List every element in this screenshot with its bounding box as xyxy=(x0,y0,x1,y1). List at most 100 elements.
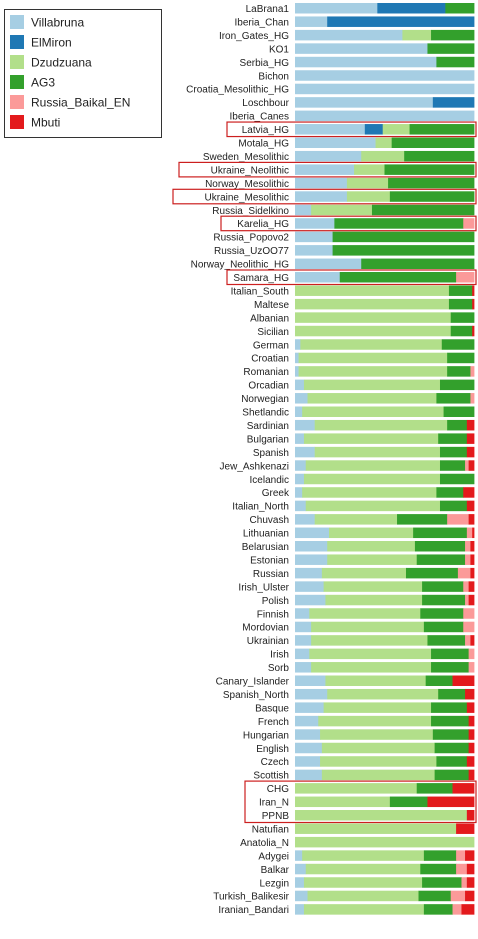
bar-segment-ag3 xyxy=(414,541,466,552)
bar-segment-ag3 xyxy=(416,554,466,565)
bar-segment-mbuti xyxy=(470,567,475,579)
bar-segment-russia-baikal-en xyxy=(456,863,468,875)
bar-segment-villabruna xyxy=(295,352,299,364)
bar-segment-dzudzuana xyxy=(361,150,405,162)
bar-segment-villabruna xyxy=(295,473,305,485)
bar-row-french: French xyxy=(258,715,475,728)
bar-row-hungarian: Hungarian xyxy=(243,729,475,741)
bar-segment-ag3 xyxy=(420,863,457,875)
bar-row-loschbour: Loschbour xyxy=(242,97,475,109)
row-label: Ukraine_Neolithic xyxy=(211,165,289,176)
row-label: Italian_North xyxy=(232,502,289,513)
bar-segment-ag3 xyxy=(332,245,475,256)
bar-segment-ag3 xyxy=(422,594,466,606)
bar-row-italian-south: Italian_South xyxy=(231,285,475,297)
legend-frame xyxy=(4,9,162,138)
bar-segment-ag3 xyxy=(439,473,475,485)
bar-segment-ag3 xyxy=(339,272,457,283)
bar-row-basque: Basque xyxy=(255,702,475,714)
row-label: Czech xyxy=(261,757,289,768)
row-label: Irish xyxy=(270,650,289,661)
bar-segment-villabruna xyxy=(295,258,362,270)
legend-swatch-ag3 xyxy=(10,75,24,89)
bar-segment-dzudzuana xyxy=(303,904,425,915)
bar-row-ukrainian: Ukrainian xyxy=(247,635,475,647)
bar-segment-mbuti xyxy=(452,675,475,686)
bar-segment-dzudzuana xyxy=(305,500,441,512)
bar-segment-russia-baikal-en xyxy=(463,581,470,592)
bar-segment-villabruna xyxy=(295,191,348,202)
bar-segment-ag3 xyxy=(422,877,462,888)
bar-segment-mbuti xyxy=(470,635,475,646)
bar-segment-dzudzuana xyxy=(323,581,423,592)
bar-segment-russia-baikal-en xyxy=(470,366,475,377)
legend-label-villabruna: Villabruna xyxy=(31,16,84,30)
bar-row-ko1: KO1 xyxy=(269,43,475,55)
bar-segment-dzudzuana xyxy=(314,419,448,431)
row-label: Karelia_HG xyxy=(237,219,289,230)
bar-row-russian: Russian xyxy=(253,567,475,580)
bar-segment-elmiron xyxy=(364,124,384,135)
bar-segment-dzudzuana xyxy=(311,204,373,216)
bar-segment-villabruna xyxy=(295,218,335,229)
bar-segment-ag3 xyxy=(439,500,468,512)
row-label: Iberia_Chan xyxy=(235,17,289,28)
bar-row-norwegian: Norwegian xyxy=(241,393,475,405)
bar-row-czech: Czech xyxy=(261,756,475,768)
bar-segment-mbuti xyxy=(466,446,475,458)
bar-row-albanian: Albanian xyxy=(250,312,475,324)
bar-segment-villabruna xyxy=(295,366,299,377)
bar-row-spanish-north: Spanish_North xyxy=(223,688,475,701)
bar-segment-dzudzuana xyxy=(307,890,419,902)
bar-segment-dzudzuana xyxy=(305,460,441,471)
bar-segment-russia-baikal-en xyxy=(465,541,471,552)
bar-segment-ag3 xyxy=(431,702,468,713)
bar-segment-ag3 xyxy=(431,662,470,673)
bar-row-russia-sidelkino: Russia_Sidelkino xyxy=(212,204,475,217)
bar-row-romanian: Romanian xyxy=(243,366,475,378)
row-label: Sardinian xyxy=(247,421,289,432)
row-label: Jew_Ashkenazi xyxy=(220,461,289,472)
bar-segment-villabruna xyxy=(295,379,305,391)
bar-rows: LaBrana1 Iberia_Chan Iron_Gates_HG KO1 Serbi… xyxy=(186,3,475,916)
bar-segment-dzudzuana xyxy=(314,514,398,525)
bar-segment-villabruna xyxy=(295,500,307,512)
bar-segment-ag3 xyxy=(423,621,464,633)
bar-segment-villabruna xyxy=(295,715,319,727)
row-label: Basque xyxy=(255,703,289,714)
bar-row-russia-popovo2: Russia_Popovo2 xyxy=(213,231,475,244)
legend-label-mbuti: Mbuti xyxy=(31,116,60,130)
bar-row-estonian: Estonian xyxy=(250,554,475,566)
bar-segment-russia-baikal-en xyxy=(466,527,473,539)
row-label: Samara_HG xyxy=(233,273,289,284)
row-label: Motala_HG xyxy=(238,139,289,150)
bar-segment-villabruna xyxy=(295,594,326,606)
bar-row-scottish: Scottish xyxy=(253,769,475,782)
bar-segment-dzudzuana xyxy=(295,285,450,296)
bar-segment-mbuti xyxy=(466,863,475,875)
row-label: Russia_Popovo2 xyxy=(213,233,289,244)
highlight-box xyxy=(226,121,477,138)
bar-segment-ag3 xyxy=(391,137,475,148)
bar-segment-ag3 xyxy=(445,3,475,14)
bar-row-sicilian: Sicilian xyxy=(257,325,475,338)
bar-segment-ag3 xyxy=(420,608,464,619)
bar-row-russia-uzoo77: Russia_UzOO77 xyxy=(214,245,475,257)
bar-segment-ag3 xyxy=(436,756,468,767)
row-label: Natufian xyxy=(252,824,289,835)
bar-segment-russia-baikal-en xyxy=(468,648,475,660)
row-label: LaBrana1 xyxy=(246,4,290,15)
bar-row-shetlandic: Shetlandic xyxy=(242,406,475,419)
bar-segment-ag3 xyxy=(427,635,466,646)
row-label: Lithuanian xyxy=(243,529,289,540)
bar-row-chuvash: Chuvash xyxy=(250,514,475,526)
bar-segment-villabruna xyxy=(295,3,378,14)
bar-segment-dzudzuana xyxy=(307,393,437,404)
bar-row-labrana1: LaBrana1 xyxy=(246,3,475,15)
bar-segment-mbuti xyxy=(466,500,475,512)
legend-label-russia-baikal-en: Russia_Baikal_EN xyxy=(31,96,130,110)
bar-row-chg: CHG xyxy=(267,783,475,795)
bar-segment-mbuti xyxy=(468,514,475,525)
bar-row-iberia-canes: Iberia_Canes xyxy=(230,110,475,123)
bar-row-sardinian: Sardinian xyxy=(247,419,475,432)
